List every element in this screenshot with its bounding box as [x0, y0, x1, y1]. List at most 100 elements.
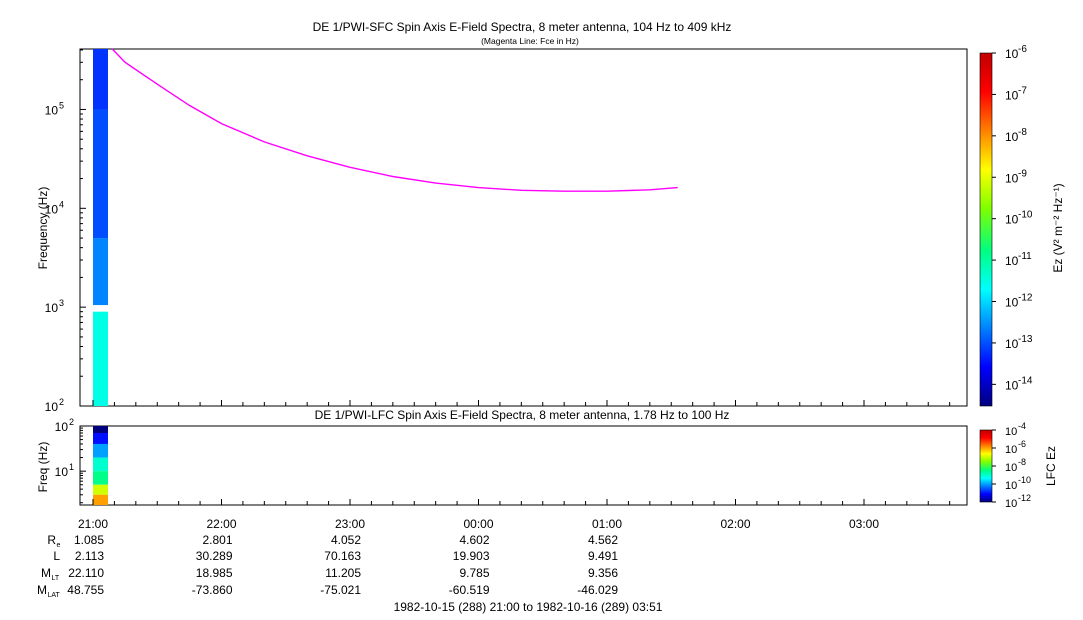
ephemeris-value: 30.289 — [196, 549, 233, 563]
upper-y-tick-label: 10 — [45, 301, 59, 315]
ephemeris-label-sub: LT — [52, 575, 60, 582]
lower-strip-cell-2 — [93, 443, 108, 458]
upper-colorbar-tick-exp: -7 — [1018, 85, 1027, 96]
upper-colorbar-tick-exp: -14 — [1018, 375, 1033, 386]
time-tick-label: 23:00 — [335, 517, 365, 531]
ephemeris-value: 9.785 — [459, 566, 489, 580]
lower-colorbar-tick-exp: -6 — [1018, 439, 1026, 449]
time-tick-label: 00:00 — [463, 517, 493, 531]
upper-panel-title: DE 1/PWI-SFC Spin Axis E-Field Spectra, … — [313, 20, 732, 34]
fce-line — [111, 48, 678, 192]
time-tick-label: 01:00 — [592, 517, 622, 531]
lower-strip-cell-0 — [93, 426, 108, 433]
time-tick-label: 22:00 — [206, 517, 236, 531]
upper-colorbar-tick-label: 10 — [1005, 88, 1019, 102]
upper-y-tick-exp: 2 — [59, 397, 64, 407]
ephemeris-value: 9.491 — [588, 549, 618, 563]
upper-y-tick-exp: 3 — [59, 298, 64, 308]
lower-strip-cell-4 — [93, 471, 108, 485]
lower-colorbar — [979, 429, 993, 503]
lower-colorbar-tick-label: 10 — [1005, 498, 1017, 510]
upper-strip-cell-2 — [93, 109, 108, 239]
upper-panel-subtitle: (Magenta Line: Fce in Hz) — [481, 36, 579, 46]
time-range-label: 1982-10-15 (288) 21:00 to 1982-10-16 (28… — [394, 600, 663, 614]
upper-colorbar-tick-label: 10 — [1005, 213, 1019, 227]
lower-strip-cell-6 — [93, 494, 108, 505]
upper-strip-cell-1 — [93, 238, 108, 306]
upper-colorbar-tick-exp: -13 — [1018, 334, 1033, 345]
ephemeris-value: 48.755 — [67, 583, 104, 597]
upper-y-tick-label: 10 — [45, 400, 59, 414]
lower-strip-cell-5 — [93, 484, 108, 495]
ephemeris-value: 11.205 — [325, 566, 361, 580]
ephemeris-value: -75.021 — [320, 583, 361, 597]
ephemeris-value: 2.801 — [202, 533, 232, 547]
lower-strip-cell-3 — [93, 457, 108, 472]
lower-y-tick-exp: 2 — [69, 417, 74, 427]
upper-colorbar-tick-exp: -12 — [1018, 293, 1033, 304]
time-tick-label: 02:00 — [720, 517, 750, 531]
lower-colorbar-tick-label: 10 — [1005, 480, 1017, 492]
lower-colorbar-label: LFC Ez — [1044, 446, 1058, 486]
ephemeris-value: 18.985 — [196, 566, 233, 580]
upper-colorbar-tick-exp: -11 — [1018, 251, 1032, 262]
ephemeris-label: M — [41, 566, 51, 580]
ephemeris-value: 4.562 — [588, 533, 618, 547]
upper-data-strip — [93, 49, 108, 406]
upper-colorbar-tick-exp: -6 — [1018, 44, 1027, 55]
lower-colorbar-tick-label: 10 — [1005, 426, 1017, 438]
time-tick-label: 21:00 — [78, 517, 108, 531]
lower-colorbar-tick-label: 10 — [1005, 462, 1017, 474]
lower-colorbar-tick-exp: -10 — [1018, 475, 1031, 485]
time-axis: 21:00 22:00 23:00 00:00 01:00 02:00 03:00 — [78, 400, 951, 531]
lower-data-strip — [93, 426, 108, 505]
upper-colorbar-label: Ez (V² m⁻² Hz⁻¹) — [1051, 183, 1065, 272]
ephemeris-value: 4.052 — [331, 533, 361, 547]
lower-y-tick-label: 10 — [55, 420, 69, 434]
upper-y-tick-label: 10 — [45, 103, 59, 117]
ephemeris-label-sub: e — [57, 542, 61, 549]
upper-y-tick-label: 10 — [45, 202, 59, 216]
lower-y-tick-label: 10 — [55, 465, 69, 479]
upper-colorbar-tick-label: 10 — [1005, 378, 1019, 392]
upper-y-tick-exp: 5 — [59, 100, 64, 110]
upper-y-tick-exp: 4 — [59, 199, 64, 209]
ephemeris-value: 70.163 — [324, 549, 361, 563]
time-tick-label: 03:00 — [849, 517, 879, 531]
upper-colorbar-tick-label: 10 — [1005, 254, 1019, 268]
lower-colorbar-tick-exp: -12 — [1018, 493, 1031, 503]
lower-panel-title: DE 1/PWI-LFC Spin Axis E-Field Spectra, … — [315, 408, 730, 422]
upper-colorbar-tick-label: 10 — [1005, 337, 1019, 351]
ephemeris-label: M — [37, 583, 47, 597]
upper-strip-cell-3 — [93, 49, 108, 110]
ephemeris-value: -73.860 — [192, 583, 233, 597]
ephemeris-value: 2.113 — [75, 549, 104, 563]
ephemeris-label: R — [47, 533, 56, 547]
upper-colorbar-tick-label: 10 — [1005, 130, 1019, 144]
ephemeris-value: -46.029 — [577, 583, 618, 597]
upper-colorbar-tick-exp: -8 — [1018, 127, 1027, 138]
ephemeris-value: -60.519 — [449, 583, 490, 597]
upper-plot-area — [79, 48, 968, 407]
lower-y-tick-exp: 1 — [69, 462, 74, 472]
upper-colorbar-tick-exp: -10 — [1018, 210, 1033, 221]
ephemeris-value: 22.110 — [68, 566, 104, 580]
lower-colorbar-tick-exp: -8 — [1018, 457, 1026, 467]
ephemeris-value: 19.903 — [453, 549, 490, 563]
upper-strip-cell-0 — [93, 311, 108, 406]
upper-colorbar-tick-label: 10 — [1005, 171, 1019, 185]
ephemeris-value: 1.085 — [74, 533, 104, 547]
upper-colorbar — [979, 52, 993, 407]
lower-colorbar-tick-label: 10 — [1005, 444, 1017, 456]
ephemeris-label: L — [53, 549, 60, 563]
upper-colorbar-tick-exp: -9 — [1018, 168, 1027, 179]
upper-colorbar-tick-label: 10 — [1005, 296, 1019, 310]
lower-strip-cell-1 — [93, 432, 108, 444]
lower-colorbar-tick-exp: -4 — [1018, 421, 1026, 431]
